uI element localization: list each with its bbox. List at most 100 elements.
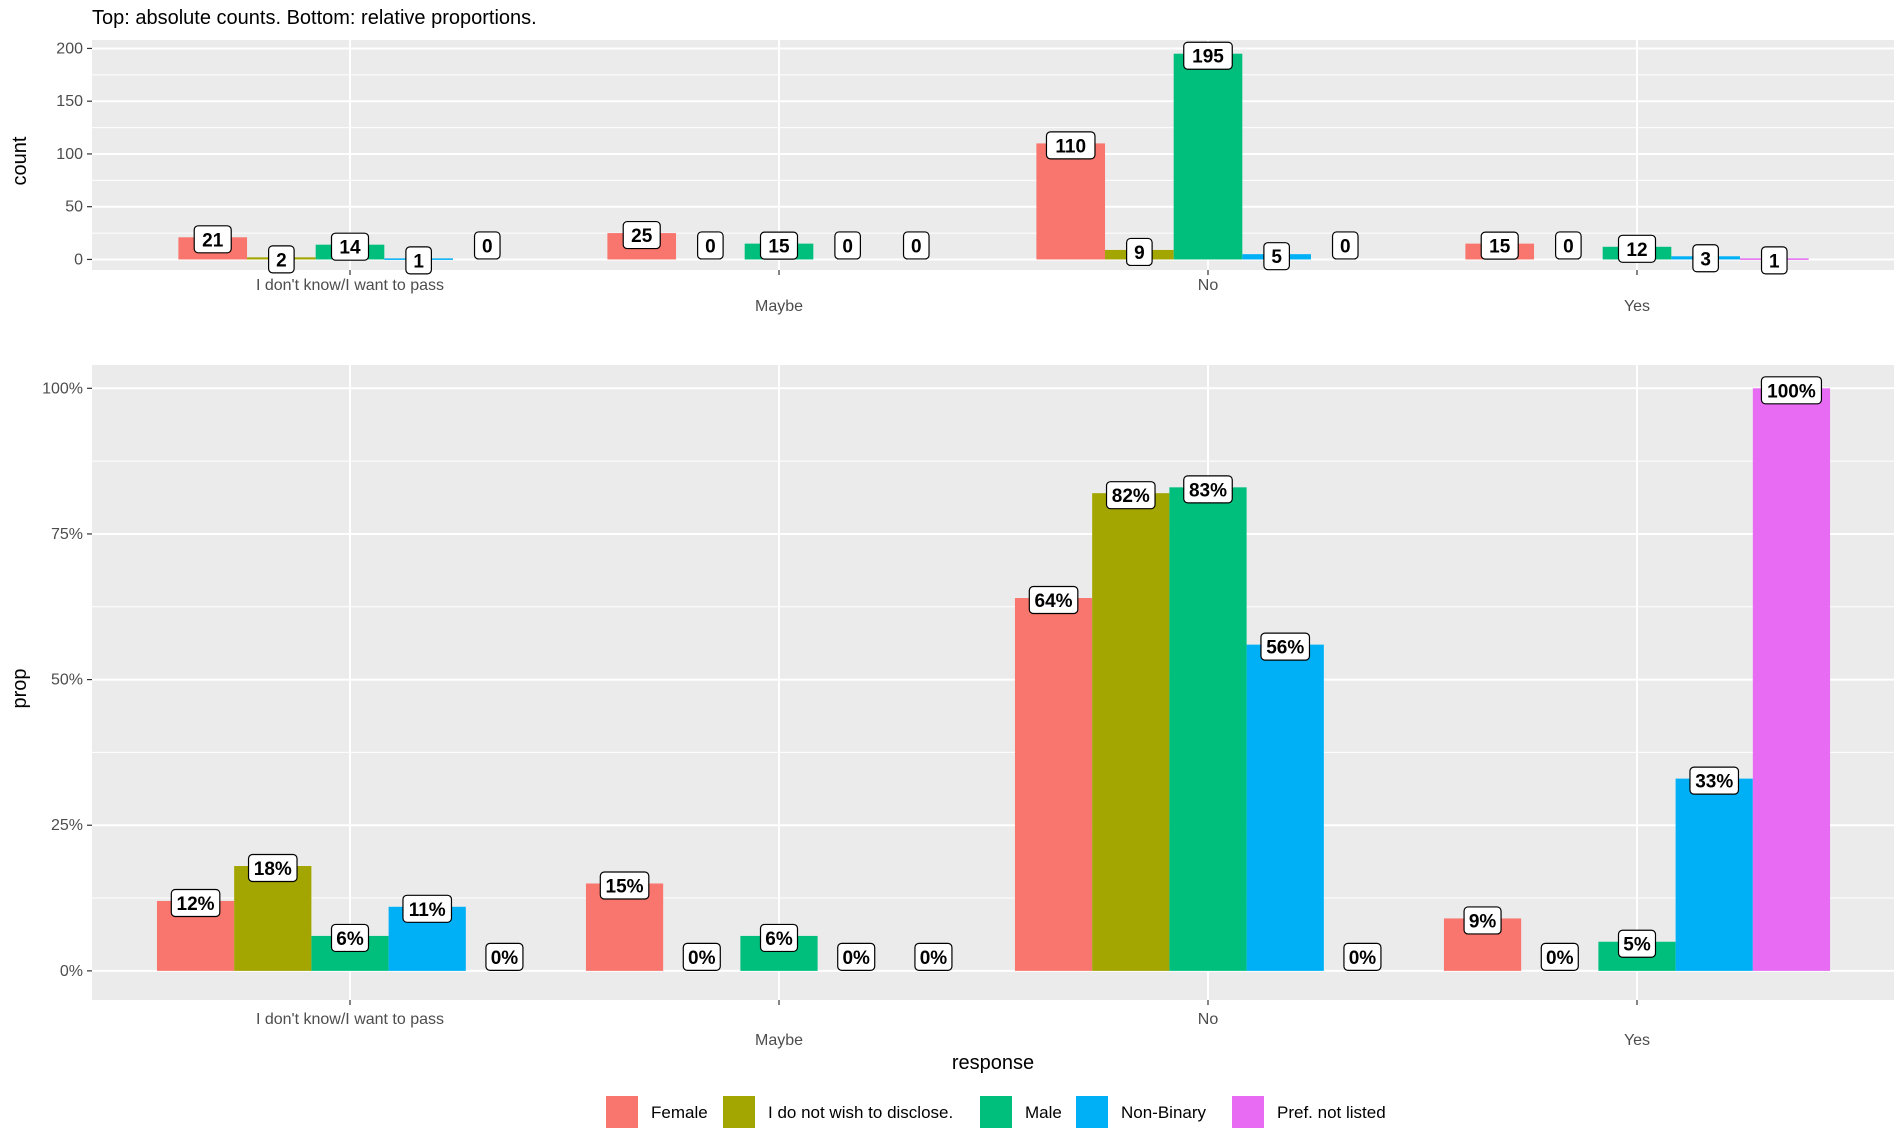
data-label-box bbox=[759, 923, 799, 953]
legend: Female I do not wish to disclose. Male Non-… bbox=[606, 1096, 1386, 1128]
data-label-text: 0 bbox=[842, 236, 853, 257]
data-label: 0% bbox=[1343, 942, 1382, 971]
data-label-box bbox=[1331, 231, 1359, 260]
data-label-text: 0 bbox=[705, 236, 716, 257]
data-label-box bbox=[330, 923, 370, 953]
legend-swatch bbox=[1232, 1096, 1264, 1128]
y-tick-label: 25% bbox=[51, 817, 83, 834]
y-tick-label: 100% bbox=[42, 380, 83, 397]
data-label-text: 0 bbox=[911, 236, 922, 257]
legend-swatch bbox=[606, 1096, 638, 1128]
data-label-text: 1 bbox=[1769, 251, 1780, 272]
data-label-text: 33% bbox=[1695, 772, 1733, 793]
data-label-box bbox=[834, 231, 861, 260]
data-label: 0% bbox=[914, 942, 953, 971]
bar bbox=[1675, 778, 1753, 971]
data-label: 0% bbox=[1540, 942, 1579, 971]
data-label: 110 bbox=[1045, 131, 1096, 160]
data-label-box bbox=[330, 232, 370, 261]
data-label: 1 bbox=[1760, 246, 1788, 275]
data-label-text: 3 bbox=[1700, 249, 1711, 270]
data-label: 0 bbox=[834, 231, 861, 260]
data-label-text: 0 bbox=[1563, 236, 1574, 257]
data-label: 9 bbox=[1126, 237, 1153, 267]
data-label: 100% bbox=[1760, 376, 1823, 405]
bar bbox=[1036, 143, 1106, 260]
data-label: 15 bbox=[1480, 231, 1519, 260]
data-label-text: 0 bbox=[1340, 236, 1351, 257]
data-label: 0% bbox=[485, 942, 524, 971]
data-label: 1 bbox=[405, 246, 432, 275]
data-label-box bbox=[1260, 632, 1311, 661]
y-tick-label: 100 bbox=[56, 146, 83, 163]
data-label-text: 2 bbox=[276, 250, 287, 271]
data-label: 0 bbox=[1331, 231, 1359, 260]
data-label-box bbox=[1617, 929, 1657, 958]
data-label-text: 12 bbox=[1626, 240, 1647, 261]
x-category-label: No bbox=[1198, 1011, 1219, 1028]
data-label-text: 110 bbox=[1055, 136, 1086, 157]
panel-background bbox=[92, 40, 1894, 270]
bar bbox=[234, 866, 312, 971]
legend-label: Pref. not listed bbox=[1277, 1103, 1386, 1122]
data-label-text: 0% bbox=[491, 948, 519, 969]
y-axis-title: count bbox=[9, 136, 31, 185]
data-label-text: 21 bbox=[202, 230, 224, 251]
data-label: 82% bbox=[1105, 481, 1156, 510]
legend-item: I do not wish to disclose. bbox=[723, 1096, 953, 1128]
data-label-box bbox=[837, 942, 876, 971]
data-label-text: 5 bbox=[1271, 247, 1282, 268]
chart-title: Top: absolute counts. Bottom: relative p… bbox=[92, 7, 537, 29]
data-label-text: 1 bbox=[413, 251, 424, 272]
bar bbox=[1173, 53, 1243, 260]
data-label-text: 100% bbox=[1767, 381, 1816, 402]
data-label: 6% bbox=[330, 923, 370, 953]
y-tick-label: 0% bbox=[60, 963, 83, 980]
data-label-box bbox=[1689, 766, 1740, 795]
data-label: 195 bbox=[1183, 41, 1233, 70]
data-label-text: 25 bbox=[631, 226, 653, 247]
data-label-text: 11% bbox=[409, 900, 446, 921]
data-label-box bbox=[1183, 475, 1233, 504]
data-label-box bbox=[1617, 234, 1657, 263]
data-label-box bbox=[1045, 131, 1096, 160]
y-tick-label: 0 bbox=[74, 251, 83, 268]
data-label-box bbox=[473, 231, 501, 260]
data-label-text: 9% bbox=[1469, 911, 1497, 932]
data-label: 6% bbox=[759, 923, 799, 953]
data-label-box bbox=[1105, 481, 1156, 510]
data-label-box bbox=[599, 871, 650, 900]
data-label: 83% bbox=[1183, 475, 1233, 504]
data-label-text: 15% bbox=[606, 876, 644, 897]
data-label-text: 195 bbox=[1192, 47, 1224, 68]
data-label: 25 bbox=[622, 220, 661, 250]
legend-swatch bbox=[1076, 1096, 1108, 1128]
data-label: 0 bbox=[697, 231, 724, 260]
data-label-text: 6% bbox=[765, 929, 793, 950]
data-label: 0 bbox=[1555, 231, 1582, 260]
legend-label: Male bbox=[1025, 1103, 1062, 1122]
data-label-box bbox=[1480, 231, 1519, 260]
legend-item: Pref. not listed bbox=[1232, 1096, 1386, 1128]
data-label-box bbox=[405, 246, 432, 275]
data-label-text: 6% bbox=[336, 929, 364, 950]
x-axis-title: response bbox=[952, 1052, 1034, 1074]
data-label: 11% bbox=[402, 894, 453, 923]
data-label: 21 bbox=[193, 225, 232, 254]
data-label: 9% bbox=[1463, 906, 1502, 935]
data-label-text: 56% bbox=[1266, 638, 1304, 659]
x-category-label: Yes bbox=[1624, 1032, 1650, 1049]
legend-swatch bbox=[980, 1096, 1012, 1128]
legend-item: Male bbox=[980, 1096, 1062, 1128]
data-label-text: 9 bbox=[1134, 243, 1145, 264]
data-label-text: 0% bbox=[1546, 948, 1574, 969]
x-category-label: I don't know/I want to pass bbox=[256, 277, 444, 294]
data-label-box bbox=[1760, 246, 1788, 275]
x-category-label: Yes bbox=[1624, 298, 1650, 315]
data-label: 15% bbox=[599, 871, 650, 900]
data-label-text: 5% bbox=[1623, 935, 1651, 956]
data-label: 3 bbox=[1692, 244, 1719, 273]
bar bbox=[1014, 598, 1093, 971]
data-label-box bbox=[902, 231, 930, 260]
